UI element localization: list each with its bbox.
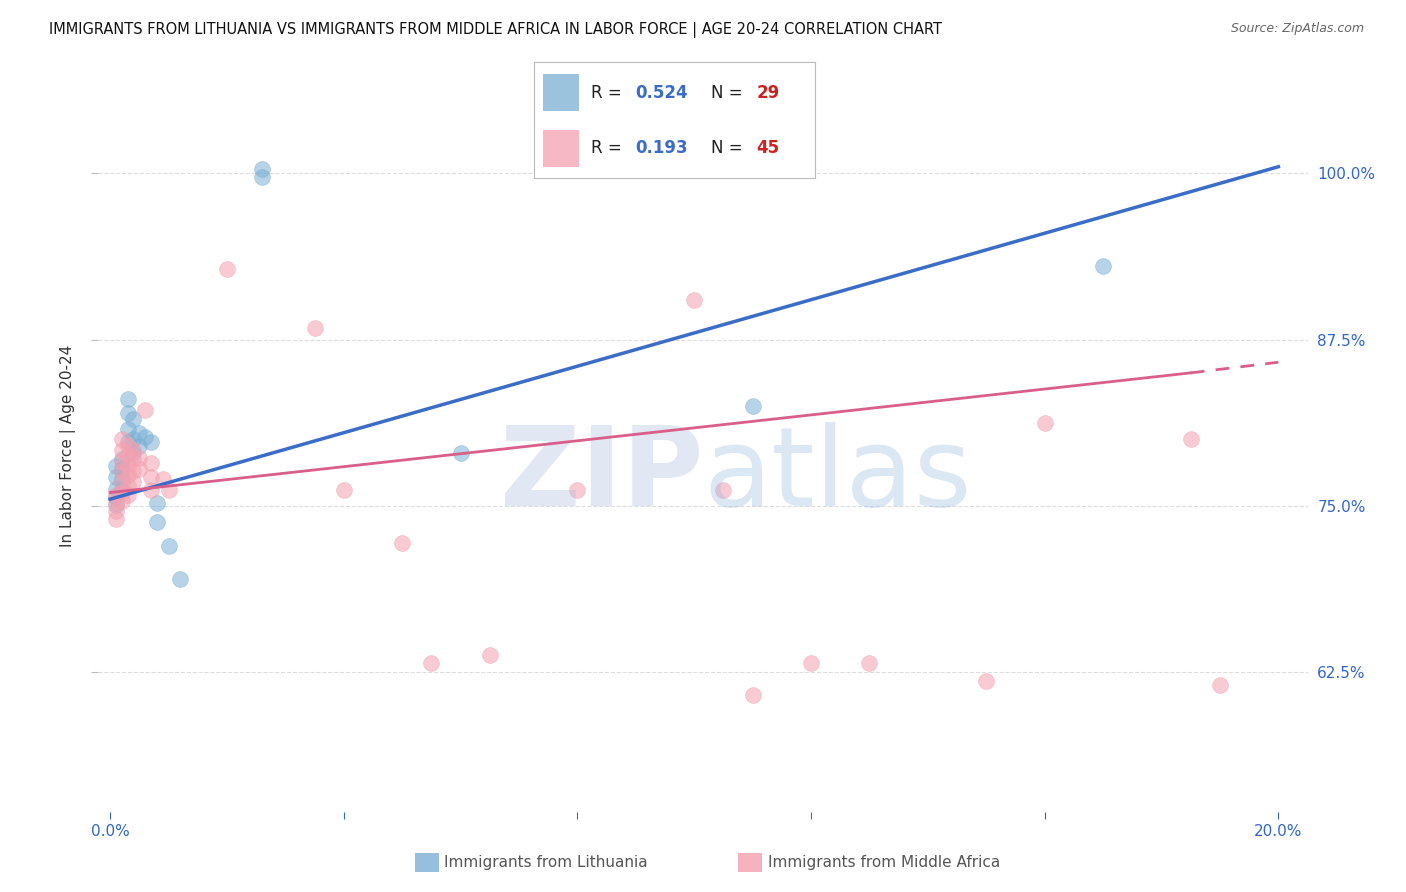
Point	[122, 475, 145, 489]
Point	[858, 656, 880, 670]
Point	[117, 468, 139, 483]
Bar	[543, 129, 579, 167]
Point	[139, 469, 162, 483]
Point	[104, 458, 127, 473]
Point	[122, 412, 145, 426]
Point	[169, 572, 191, 586]
Point	[332, 483, 354, 497]
Text: 0.524: 0.524	[636, 84, 688, 102]
Text: 0.193: 0.193	[636, 139, 688, 157]
Point	[146, 515, 169, 529]
Point	[391, 536, 413, 550]
Point	[111, 452, 134, 467]
Point	[139, 435, 162, 450]
Point	[250, 162, 273, 177]
Point	[111, 461, 134, 475]
Point	[128, 425, 150, 440]
Text: N =: N =	[711, 139, 748, 157]
Point	[117, 422, 139, 436]
Point	[122, 433, 145, 447]
Point	[741, 399, 763, 413]
Point	[974, 674, 997, 689]
Point	[111, 453, 134, 467]
Point	[478, 648, 501, 662]
Point	[741, 688, 763, 702]
Text: atlas: atlas	[703, 422, 972, 529]
Point	[683, 293, 706, 307]
Point	[146, 496, 169, 510]
Point	[713, 483, 735, 497]
Point	[104, 498, 127, 512]
Point	[157, 483, 180, 497]
Text: 29: 29	[756, 84, 780, 102]
Bar	[543, 74, 579, 112]
Point	[152, 472, 174, 486]
Point	[111, 464, 134, 478]
Point	[250, 170, 273, 185]
Point	[104, 504, 127, 518]
Text: Immigrants from Lithuania: Immigrants from Lithuania	[444, 855, 648, 870]
Point	[420, 656, 443, 670]
Point	[304, 320, 326, 334]
Point	[104, 488, 127, 502]
Point	[117, 439, 139, 453]
Point	[111, 485, 134, 500]
Text: IMMIGRANTS FROM LITHUANIA VS IMMIGRANTS FROM MIDDLE AFRICA IN LABOR FORCE | AGE : IMMIGRANTS FROM LITHUANIA VS IMMIGRANTS …	[49, 22, 942, 38]
Point	[104, 490, 127, 504]
Point	[117, 479, 139, 493]
Text: R =: R =	[591, 84, 627, 102]
Point	[122, 445, 145, 459]
Point	[122, 464, 145, 478]
Point	[134, 403, 156, 417]
Point	[111, 483, 134, 497]
Point	[800, 656, 823, 670]
Point	[134, 430, 156, 444]
Text: ZIP: ZIP	[499, 422, 703, 529]
Point	[1033, 417, 1056, 431]
Point	[104, 512, 127, 526]
Point	[104, 482, 127, 496]
Point	[128, 439, 150, 453]
Y-axis label: In Labor Force | Age 20-24: In Labor Force | Age 20-24	[59, 345, 76, 547]
Point	[111, 433, 134, 447]
Point	[117, 392, 139, 407]
Point	[215, 262, 238, 277]
Text: Source: ZipAtlas.com: Source: ZipAtlas.com	[1230, 22, 1364, 36]
Point	[111, 475, 134, 489]
Point	[1092, 260, 1115, 274]
Point	[139, 483, 162, 497]
Point	[117, 458, 139, 473]
Text: N =: N =	[711, 84, 748, 102]
Point	[117, 488, 139, 502]
Point	[1180, 433, 1202, 447]
Text: 45: 45	[756, 139, 779, 157]
Point	[128, 461, 150, 475]
Point	[111, 493, 134, 508]
Point	[104, 496, 127, 510]
Point	[104, 469, 127, 483]
Point	[450, 445, 472, 459]
Point	[111, 472, 134, 486]
Point	[117, 406, 139, 420]
Point	[139, 456, 162, 470]
Point	[1209, 678, 1232, 692]
Point	[122, 452, 145, 467]
Text: R =: R =	[591, 139, 627, 157]
Point	[157, 539, 180, 553]
Text: Immigrants from Middle Africa: Immigrants from Middle Africa	[768, 855, 1000, 870]
Point	[117, 448, 139, 462]
Point	[111, 442, 134, 457]
Point	[117, 435, 139, 450]
Point	[128, 450, 150, 465]
Point	[567, 483, 589, 497]
Point	[122, 442, 145, 457]
